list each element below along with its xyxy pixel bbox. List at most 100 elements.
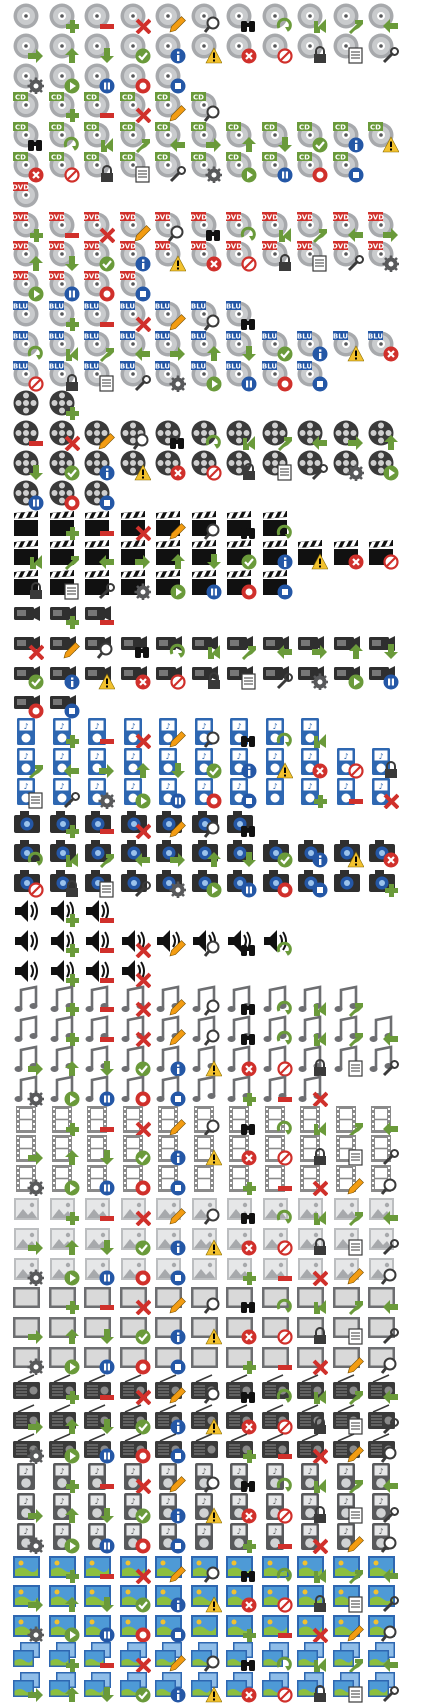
picture-edit-icon <box>332 1254 364 1286</box>
player-delete-icon: ♪ <box>367 777 399 809</box>
picture-none-icon <box>12 1194 44 1226</box>
radio-play-icon <box>48 1432 80 1464</box>
radio-down-icon <box>83 1403 115 1435</box>
blu-warning-icon: BLU <box>332 330 364 362</box>
picture-error-icon <box>225 1224 257 1256</box>
svg-text:BLU: BLU <box>119 302 135 310</box>
screen-find-icon <box>225 1283 257 1315</box>
speaker-delete-icon <box>119 956 151 988</box>
photo-error-icon <box>225 1581 257 1613</box>
svg-text:DVD: DVD <box>83 213 100 221</box>
camera-refresh-icon <box>12 836 44 868</box>
photos-error-icon <box>225 1671 257 1703</box>
dvd-play-icon: DVD <box>12 270 44 302</box>
screen-remove-icon <box>261 1343 293 1375</box>
screen-delete-icon <box>296 1343 328 1375</box>
radio-find-icon <box>225 1373 257 1405</box>
film-stop-icon <box>154 1164 186 1196</box>
ipod-tools-icon: ♪ <box>367 1492 399 1524</box>
svg-text:DVD: DVD <box>190 213 207 221</box>
player-find-icon: ♪ <box>225 717 257 749</box>
ipod-ok-icon: ♪ <box>119 1492 151 1524</box>
radio-edit-icon <box>332 1432 364 1464</box>
ipod-none-icon: ♪ <box>12 1462 44 1494</box>
photo-edit-icon <box>332 1611 364 1643</box>
disc-import-icon <box>296 2 328 34</box>
reel-search-icon <box>119 419 151 451</box>
radio-refresh-icon <box>261 1373 293 1405</box>
svg-text:DVD: DVD <box>332 213 349 221</box>
camcorder-none-icon <box>12 598 44 630</box>
svg-text:♪: ♪ <box>272 782 277 791</box>
clapper-record-icon <box>225 568 257 600</box>
radio-lock-icon <box>296 1403 328 1435</box>
reel-record-icon <box>48 479 80 511</box>
ipod-down-icon: ♪ <box>83 1492 115 1524</box>
player-ok-icon: ♪ <box>190 747 222 779</box>
svg-text:CD: CD <box>335 153 346 161</box>
cd-properties-icon: CD <box>119 151 151 183</box>
clapper-error-icon <box>332 538 364 570</box>
picture-search-icon <box>367 1254 399 1286</box>
cd-import-icon: CD <box>83 121 115 153</box>
svg-text:BLU: BLU <box>13 332 29 340</box>
note-export-icon <box>332 1015 364 1048</box>
picture-properties-icon <box>332 1224 364 1256</box>
svg-text:DVD: DVD <box>261 243 278 251</box>
camera-error-icon <box>367 836 399 868</box>
note-add-icon <box>48 985 80 1017</box>
photos-down-icon <box>83 1671 115 1703</box>
radio-remove-icon <box>261 1432 293 1464</box>
player-play-icon: ♪ <box>119 777 151 809</box>
note-down-icon <box>83 1045 115 1077</box>
ipod-info-icon: ♪ <box>154 1492 186 1524</box>
svg-text:DVD: DVD <box>225 213 242 221</box>
svg-text:♪: ♪ <box>272 722 277 731</box>
disc-lock-icon <box>296 32 328 64</box>
clapper-search-icon <box>190 509 222 541</box>
svg-text:CD: CD <box>51 123 62 131</box>
radio-import-icon <box>296 1373 328 1405</box>
svg-text:CD: CD <box>193 153 204 161</box>
clapper-remove-icon <box>83 509 115 541</box>
photo-play-icon <box>48 1611 80 1643</box>
clapper-back-icon <box>83 538 115 570</box>
svg-text:♪: ♪ <box>130 1497 135 1506</box>
ipod-add-icon: ♪ <box>48 1462 80 1494</box>
svg-text:DVD: DVD <box>261 213 278 221</box>
clapper-ok-icon <box>225 538 257 570</box>
photo-pause-icon <box>83 1611 115 1643</box>
screen-none-icon <box>190 1343 222 1375</box>
svg-text:DVD: DVD <box>119 272 136 280</box>
svg-text:DVD: DVD <box>154 213 171 221</box>
screen-export-icon <box>332 1283 364 1316</box>
blu-forward-icon: BLU <box>154 330 186 362</box>
svg-text:♪: ♪ <box>23 1497 28 1506</box>
camera-import-icon <box>48 836 80 868</box>
cd-settings-icon: CD <box>190 151 222 183</box>
svg-text:BLU: BLU <box>48 362 64 370</box>
photos-properties-icon <box>332 1671 364 1703</box>
disc-settings-icon <box>12 62 44 94</box>
blu-export-icon: BLU <box>83 330 115 362</box>
blu-tools-icon: BLU <box>119 360 151 392</box>
camcorder-down-icon <box>367 628 399 660</box>
camcorder-edit-icon <box>48 628 80 660</box>
svg-text:CD: CD <box>299 123 310 131</box>
note-ok-icon <box>119 1045 151 1077</box>
player-none-icon: ♪ <box>12 717 44 749</box>
speaker-search-icon <box>190 926 222 958</box>
clapper-play-icon <box>154 568 186 600</box>
picture-none-icon <box>190 1254 222 1286</box>
film-import-icon <box>296 1105 328 1137</box>
picture-up-icon <box>48 1224 80 1256</box>
cd-up-icon: CD <box>225 121 257 153</box>
camcorder-add-icon <box>48 598 80 630</box>
svg-text:♪: ♪ <box>343 1467 348 1476</box>
picture-refresh-icon <box>261 1194 293 1226</box>
svg-text:♪: ♪ <box>378 782 383 791</box>
radio-none-icon <box>12 1373 44 1405</box>
reel-edit-icon <box>83 419 115 451</box>
disc-pause-icon <box>83 62 115 94</box>
svg-text:♪: ♪ <box>201 722 206 731</box>
